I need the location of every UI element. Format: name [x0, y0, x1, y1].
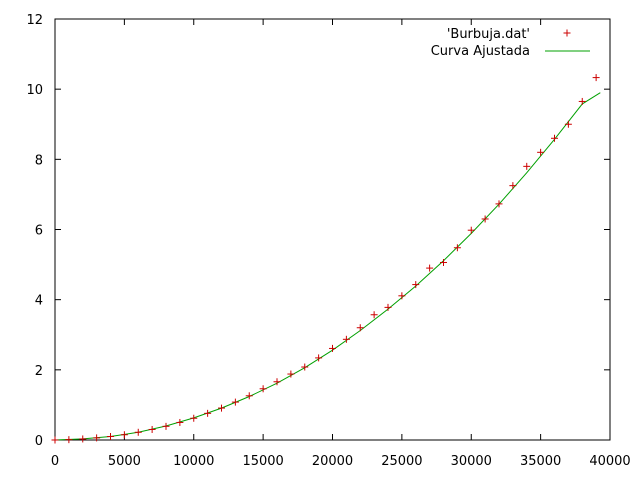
- data-point: [190, 414, 198, 422]
- data-point: [107, 432, 114, 440]
- data-point: [176, 418, 184, 426]
- data-point: [481, 215, 489, 223]
- x-tick-label: 15000: [242, 454, 283, 469]
- legend: 'Burbuja.dat' Curva Ajustada: [431, 27, 590, 59]
- legend-label-points: 'Burbuja.dat': [447, 27, 530, 42]
- y-tick-label: 4: [35, 294, 43, 309]
- y-tick-label: 2: [35, 364, 43, 379]
- data-point: [315, 354, 323, 362]
- fitted-curve: [54, 92, 601, 441]
- data-point: [329, 344, 336, 352]
- data-point: [65, 436, 73, 444]
- data-point: [148, 425, 156, 433]
- data-point: [356, 324, 364, 332]
- data-point: [79, 435, 87, 443]
- data-point: [162, 422, 170, 430]
- y-tick-label: 10: [26, 83, 43, 98]
- y-tick-label: 0: [35, 434, 43, 449]
- legend-plus-marker: [563, 29, 571, 37]
- data-point: [204, 409, 212, 417]
- data-point: [440, 258, 447, 266]
- y-tick-label: 12: [26, 13, 43, 28]
- y-tick-label: 6: [35, 224, 43, 239]
- legend-marker-points: [563, 29, 571, 37]
- data-point: [218, 404, 225, 412]
- data-point: [370, 311, 378, 319]
- data-point: [453, 244, 461, 252]
- data-point: [120, 431, 128, 439]
- data-point: [93, 434, 101, 442]
- data-point: [384, 303, 392, 311]
- data-point: [245, 392, 253, 400]
- data-point: [564, 120, 572, 128]
- data-point: [231, 398, 239, 406]
- x-tick-label: 35000: [520, 454, 561, 469]
- data-point: [426, 264, 434, 272]
- data-point: [259, 385, 267, 393]
- x-tick-label: 5000: [108, 454, 141, 469]
- data-point: [537, 148, 545, 156]
- data-point: [495, 200, 503, 208]
- data-point: [592, 74, 600, 82]
- data-point: [134, 428, 142, 436]
- data-point: [509, 182, 517, 190]
- axis-ticks: 0 5000 10000 15000 20000 25000 30000 35000 40000…: [26, 13, 630, 469]
- x-tick-label: 0: [51, 454, 59, 469]
- x-tick-label: 40000: [589, 454, 630, 469]
- data-point: [287, 370, 295, 378]
- data-point: [51, 436, 59, 444]
- x-tick-label: 30000: [451, 454, 492, 469]
- x-tick-label: 10000: [173, 454, 214, 469]
- data-point: [301, 363, 309, 371]
- data-point: [551, 134, 558, 142]
- data-point: [342, 335, 350, 343]
- data-point: [523, 162, 531, 170]
- data-point: [578, 97, 586, 105]
- data-point: [273, 378, 281, 386]
- data-point: [398, 292, 406, 300]
- fitted-curve-group: [54, 92, 601, 441]
- data-points-group: [51, 74, 600, 444]
- data-point: [467, 226, 475, 234]
- x-tick-label: 25000: [381, 454, 422, 469]
- data-point: [412, 281, 420, 289]
- x-tick-label: 20000: [312, 454, 353, 469]
- legend-label-line: Curva Ajustada: [431, 44, 530, 59]
- y-tick-label: 8: [35, 153, 43, 168]
- plot-frame: [54, 18, 611, 441]
